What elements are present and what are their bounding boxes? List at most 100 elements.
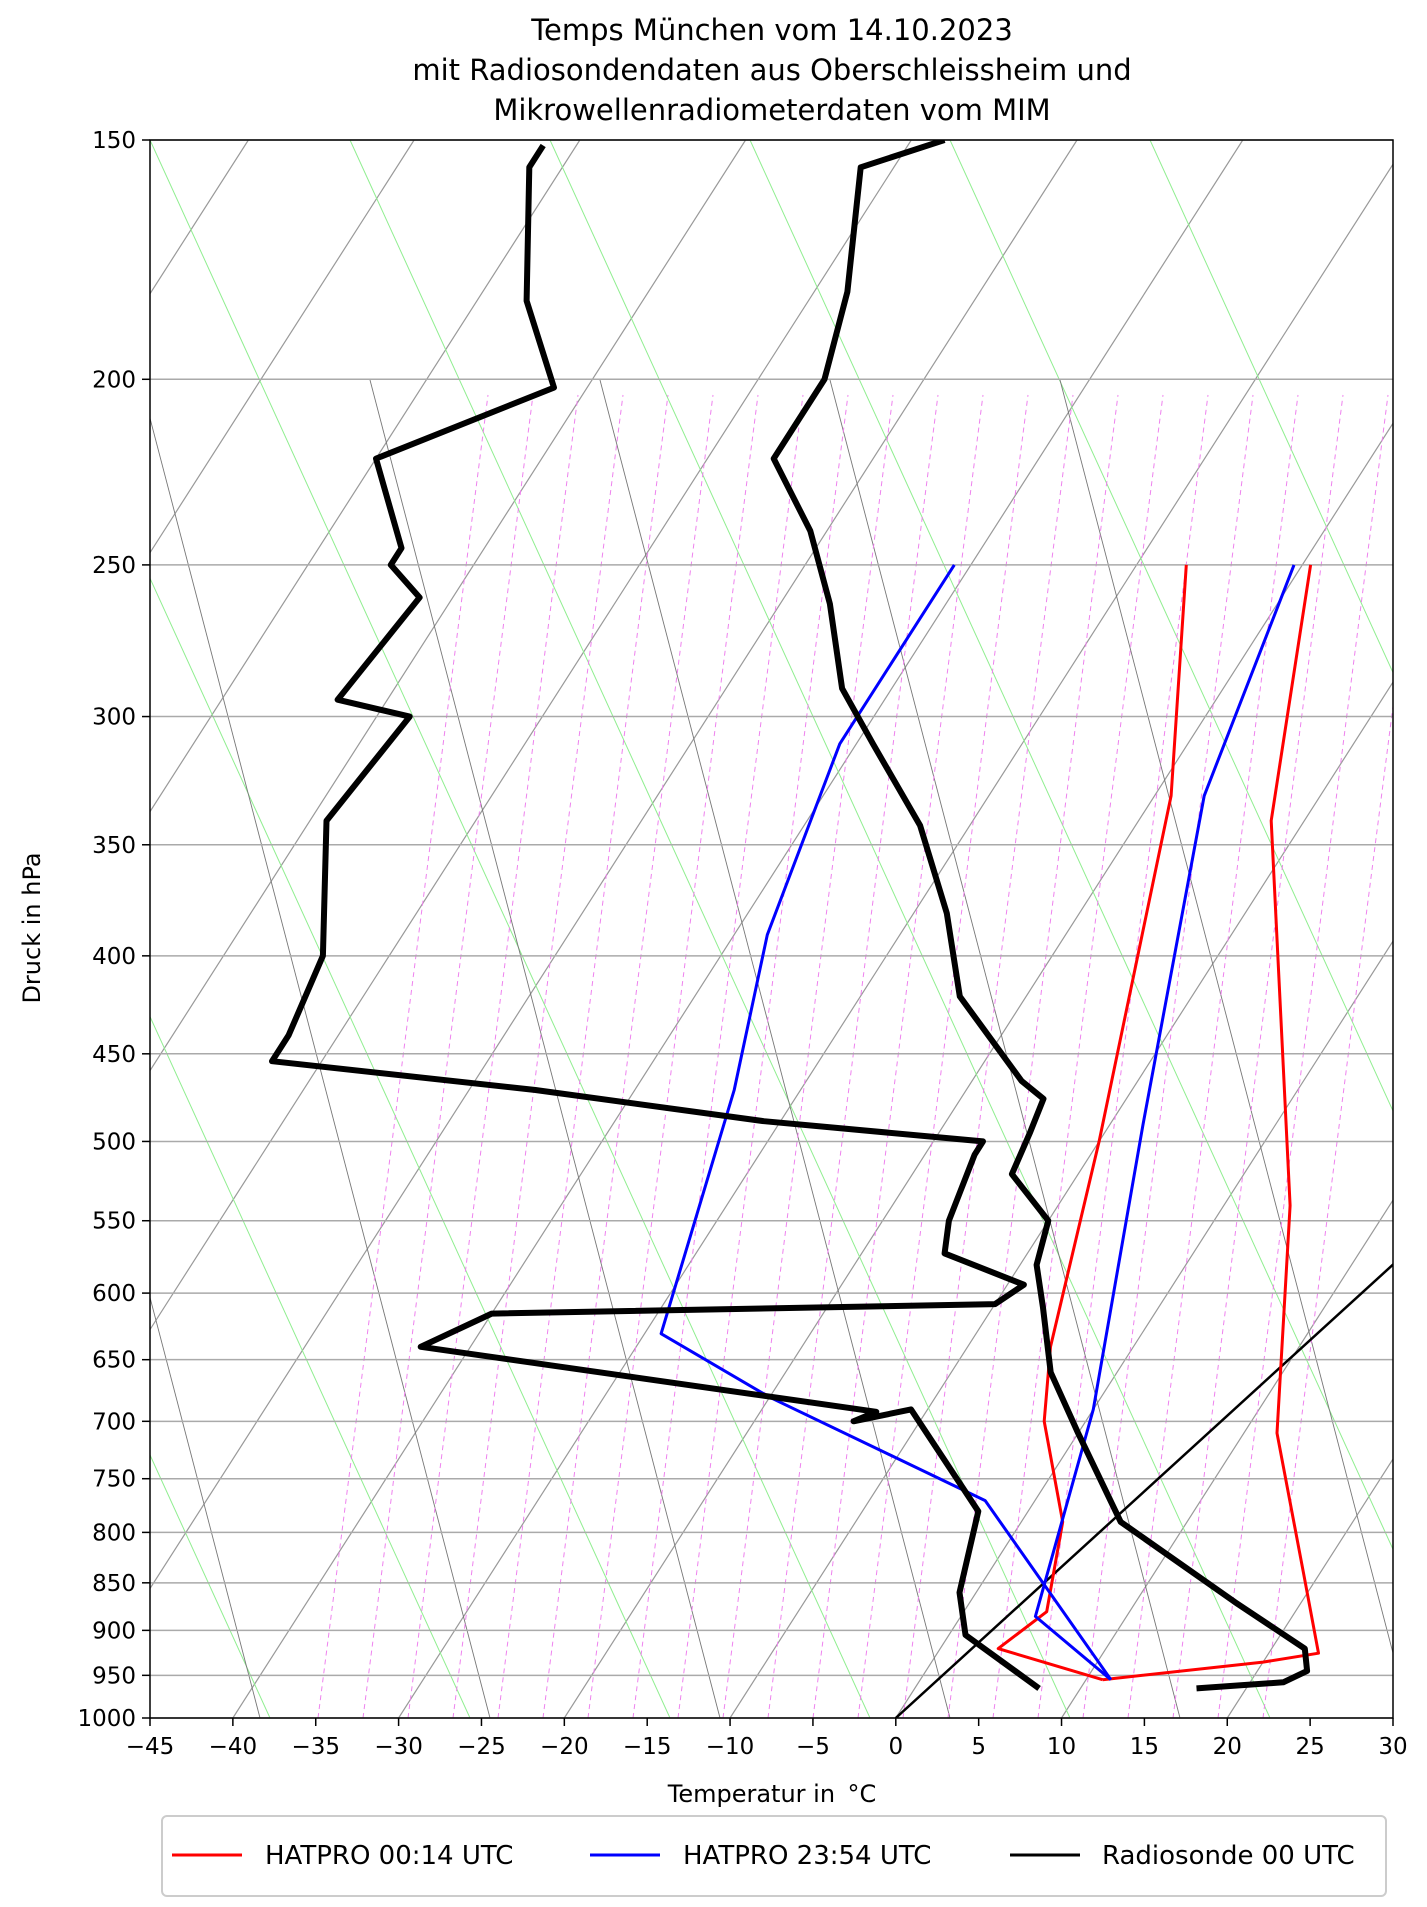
mixing-ratio-line [542, 394, 714, 1718]
dry-adiabat-line [949, 140, 1393, 1113]
mixing-ratio-line [362, 394, 534, 1718]
y-axis: 1000 950 900 850 800 750 700 650 600 550 500 450 400… [77, 128, 150, 1732]
data-series [269, 140, 1393, 1718]
y-tick-label: 200 [92, 367, 136, 393]
isotherm-line [895, 940, 1393, 1718]
moist-adiabat-line [599, 379, 951, 1718]
moist-adiabat-line [150, 416, 491, 1718]
y-tick-label: 600 [92, 1281, 136, 1307]
y-tick-label: 500 [92, 1129, 136, 1155]
y-tick-label: 900 [92, 1618, 136, 1644]
y-tick-label: 850 [92, 1571, 136, 1597]
chart-title-line-1: Temps München vom 14.10.2023 [530, 13, 1013, 47]
legend-label-radiosonde: Radiosonde 00 UTC [1102, 1841, 1355, 1871]
series-line-1-profile-0 [659, 564, 1113, 1681]
series-line-0-profile-1 [1102, 564, 1320, 1682]
mixing-ratio-line [587, 394, 759, 1718]
x-tick-label: −5 [796, 1734, 830, 1760]
y-tick-label: 250 [92, 553, 136, 579]
mixing-ratio-line [722, 394, 894, 1718]
x-tick-label: −25 [457, 1734, 506, 1760]
x-tick-label: 20 [1213, 1734, 1242, 1760]
mixing-ratio-line [407, 394, 579, 1718]
y-tick-label: 800 [92, 1520, 136, 1546]
background-reference-lines [150, 140, 1393, 1718]
x-axis: −45 −40 −35 −30 −25 −20 −15 −10 −5 0 5 10 15 20 25 30 [126, 1718, 1408, 1760]
moist-adiabat-line [369, 379, 721, 1718]
mixing-ratio-line [632, 394, 804, 1718]
series-line-1-profile-1 [1033, 564, 1296, 1681]
mixing-ratio-line [1127, 394, 1299, 1718]
y-tick-label: 350 [92, 833, 136, 859]
mixing-ratio-line [317, 394, 489, 1718]
mixing-ratio-line [947, 394, 1119, 1718]
y-tick-label: 300 [92, 705, 136, 731]
mixing-ratio-line [497, 394, 669, 1718]
y-tick-label: 400 [92, 944, 136, 970]
chart-title: Temps München vom 14.10.2023 mit Radioso… [412, 13, 1131, 127]
isotherm-line [398, 163, 1393, 1718]
reference-line [894, 1262, 1393, 1718]
chart-title-line-3: Mikrowellenradiometerdaten vom MIM [493, 93, 1050, 127]
dry-adiabat-line [749, 140, 1393, 1551]
dry-adiabat-line [150, 140, 871, 1718]
x-tick-label: −30 [374, 1734, 423, 1760]
legend: HATPRO 00:14 UTC HATPRO 23:54 UTC Radios… [161, 1815, 1387, 1897]
x-tick-label: −35 [291, 1734, 340, 1760]
x-tick-label: 30 [1378, 1734, 1407, 1760]
mixing-ratio-line [1172, 394, 1344, 1718]
x-tick-label: 15 [1130, 1734, 1159, 1760]
legend-label-hatpro-2354: HATPRO 23:54 UTC [683, 1841, 931, 1871]
y-tick-label: 150 [92, 128, 136, 154]
y-tick-label: 450 [92, 1042, 136, 1068]
mixing-ratio-line [812, 394, 984, 1718]
series-line-2-profile-1 [770, 140, 1311, 1692]
mixing-ratio-line [992, 394, 1164, 1718]
x-tick-label: −40 [209, 1734, 258, 1760]
dry-adiabat-line [349, 140, 1071, 1718]
isotherm-line [232, 140, 1244, 1718]
moist-adiabat-line [150, 1295, 261, 1718]
series-line-2-profile-0 [269, 143, 1041, 1691]
y-tick-label: 650 [92, 1348, 136, 1374]
mixing-ratio-line [902, 394, 1074, 1718]
legend-label-hatpro-0014: HATPRO 00:14 UTC [265, 1841, 513, 1871]
isotherm-line [1061, 1198, 1393, 1718]
x-tick-label: −20 [540, 1734, 589, 1760]
isotherm-line [150, 140, 1078, 1590]
x-tick-label: 0 [888, 1734, 903, 1760]
series-line-0-profile-0 [996, 564, 1188, 1682]
mixing-ratio-line [1082, 394, 1254, 1718]
legend-frame [161, 1815, 1387, 1897]
y-tick-label: 950 [92, 1663, 136, 1689]
x-tick-label: 10 [1047, 1734, 1076, 1760]
y-axis-label: Druck in hPa [18, 852, 46, 1003]
grid [150, 139, 1393, 1719]
dry-adiabat-line [1149, 140, 1393, 674]
chart-title-line-2: mit Radiosondendaten aus Oberschleisshei… [412, 53, 1131, 87]
dry-adiabat-line [549, 140, 1271, 1718]
isotherm-line [150, 140, 912, 1331]
mixing-ratio-line [767, 394, 939, 1718]
x-tick-label: −45 [126, 1734, 175, 1760]
x-axis-label: Temperatur in °C [667, 1780, 876, 1808]
isotherm-line [563, 422, 1393, 1718]
moist-adiabat-line [1059, 379, 1393, 1655]
x-tick-label: 5 [971, 1734, 986, 1760]
mixing-ratio-line [1262, 702, 1393, 1718]
x-tick-label: −15 [623, 1734, 672, 1760]
y-tick-label: 550 [92, 1209, 136, 1235]
x-tick-label: 25 [1295, 1734, 1324, 1760]
mixing-ratio-line [1217, 394, 1389, 1718]
mixing-ratio-line [677, 394, 849, 1718]
isotherm-line [729, 681, 1393, 1718]
y-tick-label: 1000 [77, 1706, 136, 1732]
dry-adiabat-line [150, 577, 671, 1718]
mixing-ratio-line [452, 394, 624, 1718]
y-tick-label: 700 [92, 1409, 136, 1435]
mixing-ratio-line [857, 394, 1029, 1718]
y-tick-label: 750 [92, 1467, 136, 1493]
isotherm-line [150, 140, 581, 813]
dry-adiabat-line [150, 1015, 471, 1718]
